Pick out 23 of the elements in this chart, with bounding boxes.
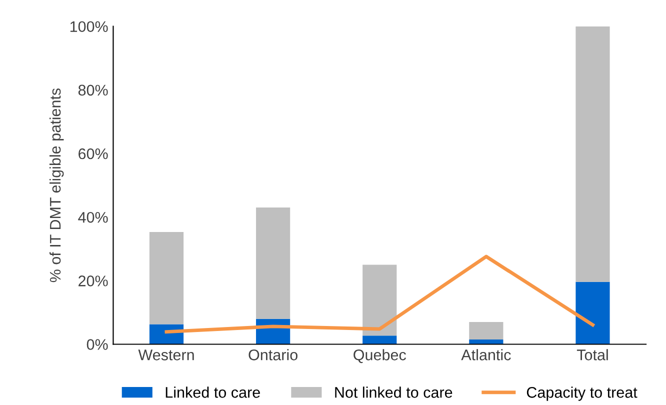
y-tick-label: 0% — [86, 339, 108, 350]
bar — [576, 26, 610, 282]
y-tick-label: 100% — [70, 21, 108, 32]
y-tick-label: 60% — [78, 148, 108, 160]
bar — [469, 322, 504, 340]
bar — [256, 208, 290, 319]
y-axis-title: % of IT DMT eligible patients — [49, 88, 64, 282]
x-tick-label: Total — [576, 349, 608, 360]
legend-label: Capacity to treat — [526, 386, 638, 401]
y-tick-label: 20% — [78, 276, 108, 286]
legend-label: Not linked to care — [335, 386, 452, 398]
y-tick-label: 80% — [78, 84, 108, 96]
x-tick-label: Western — [138, 350, 194, 360]
bar — [149, 232, 184, 324]
bar — [576, 282, 610, 344]
x-tick-label: Quebec — [354, 349, 406, 364]
bar — [362, 264, 397, 336]
bar — [362, 336, 397, 344]
y-tick-label: 40% — [78, 212, 108, 223]
legend-label: Linked to care — [166, 386, 260, 398]
x-tick-label: Ontario — [248, 349, 298, 360]
x-tick-label: Atlantic — [461, 349, 511, 360]
line-series — [164, 254, 594, 334]
